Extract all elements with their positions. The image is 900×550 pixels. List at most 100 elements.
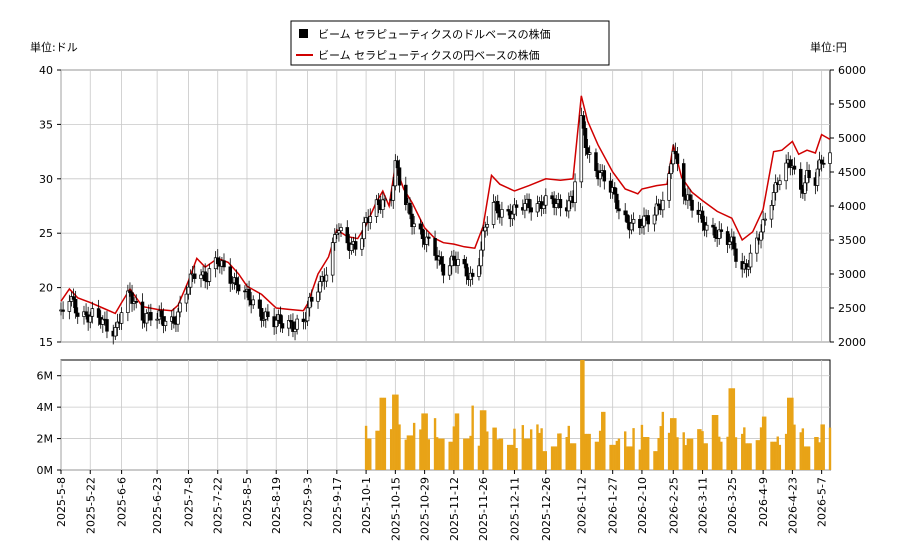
volume-bar	[498, 438, 502, 470]
jpy-price-line-layer	[60, 95, 831, 315]
usd-candle-body	[773, 182, 778, 193]
usd-candle-body	[788, 159, 793, 168]
usd-candle-body	[261, 318, 266, 321]
usd-candle-body	[310, 296, 314, 302]
usd-candle-body	[332, 234, 337, 243]
usd-candle-body	[719, 229, 724, 232]
volume-bar	[442, 438, 445, 470]
usd-candle-body	[330, 242, 335, 276]
usd-candle-body	[567, 200, 571, 212]
volume-bar	[513, 428, 516, 470]
y-right-tick-label: 4000	[838, 200, 866, 213]
x-tick-label: 2026-4-9	[757, 477, 770, 527]
usd-candle-body	[598, 172, 602, 180]
volume-bar	[734, 437, 738, 470]
volume-bar	[419, 429, 422, 470]
volume-bar	[573, 443, 577, 470]
volume-bar	[705, 443, 708, 470]
usd-candle-body	[222, 260, 226, 268]
usd-candle-body	[427, 236, 431, 239]
volume-bar	[715, 415, 719, 470]
usd-candle-body	[105, 319, 109, 332]
volume-bar	[759, 427, 763, 470]
usd-candle-body	[316, 291, 320, 302]
usd-candle-body	[798, 168, 803, 190]
usd-candle-body	[675, 153, 680, 164]
usd-candle-body	[115, 321, 120, 328]
volume-tick-label: 6M	[37, 370, 54, 383]
x-tick-label: 2026-5-7	[816, 477, 829, 527]
usd-candle-body	[345, 227, 350, 244]
usd-candle-body	[734, 248, 738, 262]
usd-candle-body	[727, 241, 732, 245]
y-left-unit-label: 単位:ドル	[30, 40, 78, 54]
volume-bar	[615, 440, 619, 470]
usd-candle-body	[397, 167, 402, 186]
x-tick-label: 2025-8-19	[270, 477, 283, 534]
usd-candle-body	[732, 236, 736, 250]
usd-candle-body	[368, 216, 373, 223]
x-tick-label: 2025-12-26	[540, 477, 553, 541]
volume-bar	[761, 416, 765, 470]
volume-bar	[778, 444, 782, 470]
volume-bar	[642, 437, 646, 470]
usd-candle-body	[199, 274, 203, 279]
y-right-tick-label: 3000	[838, 268, 866, 281]
usd-candle-body	[602, 170, 607, 182]
usd-candle-body	[278, 314, 283, 324]
volume-bar	[538, 432, 541, 470]
volume-bar	[377, 430, 380, 470]
volume-bar	[427, 439, 430, 470]
volume-bar	[523, 438, 527, 470]
volume-bar	[820, 424, 823, 470]
usd-candle-body	[176, 311, 180, 325]
volume-bar	[814, 437, 817, 470]
usd-candle-body	[527, 198, 531, 209]
usd-candle-body	[552, 198, 556, 208]
usd-candle-body	[287, 320, 291, 329]
volume-bar	[448, 441, 451, 470]
volume-bar	[412, 422, 416, 470]
usd-candle-body	[203, 271, 207, 282]
usd-candle-body	[717, 229, 721, 239]
usd-candle-body	[671, 150, 676, 165]
volume-bar	[463, 438, 466, 470]
volume-bar	[732, 388, 736, 470]
usd-candle-body	[514, 204, 519, 208]
x-tick-label: 2026-2-25	[667, 477, 680, 534]
volume-bar	[770, 441, 773, 470]
usd-candle-body	[535, 203, 540, 213]
volume-bar	[655, 451, 658, 470]
usd-candle-body	[763, 218, 767, 221]
x-tick-label: 2026-3-25	[726, 477, 739, 534]
usd-candle-body	[778, 180, 782, 185]
usd-candle-body	[337, 230, 341, 234]
volume-bar	[375, 430, 378, 470]
volume-bar	[624, 431, 627, 470]
usd-candle-body	[318, 281, 322, 293]
usd-candle-body	[828, 152, 832, 164]
x-tick-label: 2025-10-1	[360, 477, 373, 534]
usd-candle-body	[450, 255, 454, 267]
usd-candle-body	[67, 301, 72, 312]
usd-candle-body	[470, 272, 475, 277]
y-right-tick-label: 2500	[838, 302, 866, 315]
volume-bar	[379, 397, 382, 470]
usd-candle-body	[307, 296, 312, 309]
volume-bar	[596, 441, 600, 470]
usd-candle-body	[464, 263, 469, 277]
volume-bar	[805, 446, 809, 470]
legend-jpy-label: ビーム セラピューティクスの円ベースの株価	[318, 48, 540, 62]
volume-bar	[828, 427, 832, 470]
x-tick-label: 2025-7-22	[212, 477, 225, 534]
usd-candle-body	[234, 277, 239, 286]
volume-bar	[598, 430, 602, 470]
volume-bar	[659, 426, 662, 470]
usd-candle-body	[529, 207, 533, 213]
volume-bar	[521, 425, 525, 470]
usd-candle-body	[704, 224, 709, 231]
usd-candle-body	[439, 256, 444, 265]
volume-bar	[690, 438, 694, 470]
usd-candle-body	[485, 224, 490, 228]
y-right-unit-label: 単位:円	[810, 40, 847, 54]
